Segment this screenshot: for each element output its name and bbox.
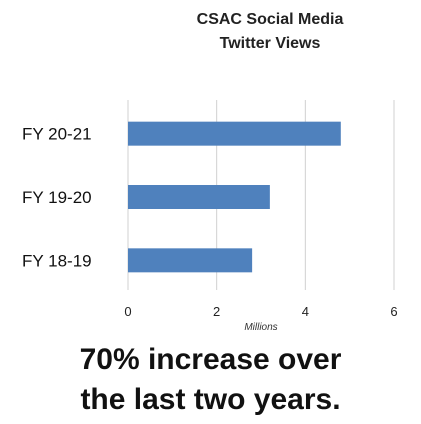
x-axis-label: Millions [244, 322, 277, 333]
bar-fy-18-19 [128, 248, 253, 273]
summary-caption-line-1: 70% increase over [79, 343, 342, 376]
category-label: FY 19-20 [22, 188, 92, 207]
x-tick-label: 2 [213, 304, 220, 319]
chart-title-line-2: Twitter Views [219, 35, 321, 52]
x-tick-label: 6 [390, 304, 397, 319]
bar-chart: FY 20-21 FY 19-20 FY 18-19 0 2 4 6 Millions [22, 100, 398, 333]
summary-caption-line-2: the last two years. [80, 383, 341, 416]
bar-fy-19-20 [128, 185, 270, 209]
chart-title: CSAC Social Media Twitter Views [150, 8, 390, 56]
category-label: FY 20-21 [22, 125, 92, 144]
chart-title-line-1: CSAC Social Media [196, 11, 344, 28]
category-label: FY 18-19 [22, 251, 92, 270]
x-tick-label: 4 [302, 304, 309, 319]
x-tick-label: 0 [124, 304, 131, 319]
bar-fy-20-21 [128, 121, 341, 146]
summary-caption: 70% increase over the last two years. [0, 340, 421, 420]
